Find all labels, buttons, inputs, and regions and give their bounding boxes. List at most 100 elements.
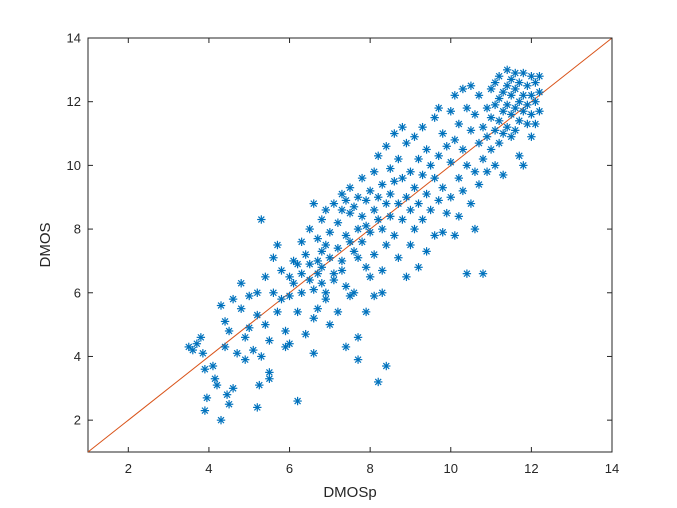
data-point — [313, 269, 322, 278]
data-point — [309, 285, 318, 294]
data-point — [265, 374, 274, 383]
data-point — [390, 231, 399, 240]
data-point — [224, 326, 234, 336]
data-point — [361, 263, 371, 272]
data-point — [257, 215, 266, 224]
data-point — [345, 237, 355, 247]
data-point — [527, 72, 536, 81]
x-tick-label: 6 — [286, 461, 293, 476]
data-point — [200, 406, 210, 415]
data-point — [478, 154, 488, 164]
data-point — [369, 250, 379, 259]
data-point — [321, 294, 331, 304]
data-points — [184, 65, 544, 425]
data-point — [535, 107, 544, 116]
x-tick-label: 14 — [605, 461, 619, 476]
data-point — [261, 320, 270, 329]
data-point — [228, 294, 238, 304]
data-point — [446, 158, 455, 167]
data-point — [503, 122, 512, 132]
data-point — [462, 269, 472, 278]
data-point — [365, 186, 375, 196]
data-point — [503, 81, 512, 90]
data-point — [418, 215, 427, 224]
data-point — [369, 291, 379, 301]
data-point — [531, 119, 540, 129]
data-point — [325, 320, 335, 329]
data-point — [507, 110, 516, 119]
data-point — [321, 205, 331, 215]
data-point — [357, 173, 367, 183]
x-tick-label: 4 — [205, 461, 212, 476]
data-point — [494, 116, 504, 125]
data-point — [361, 307, 371, 317]
data-point — [293, 307, 302, 317]
data-point — [349, 247, 359, 256]
data-point — [527, 132, 536, 141]
data-point — [394, 154, 403, 164]
data-point — [523, 100, 532, 110]
data-point — [523, 81, 532, 90]
data-point — [349, 288, 359, 297]
data-point — [333, 218, 343, 227]
data-point — [386, 189, 395, 199]
data-point — [196, 333, 206, 342]
data-point — [361, 221, 371, 231]
data-point — [369, 205, 379, 215]
data-point — [325, 228, 335, 237]
data-point — [313, 256, 322, 266]
data-point — [374, 215, 383, 224]
data-point — [486, 84, 496, 94]
data-point — [535, 87, 544, 97]
data-point — [402, 193, 411, 202]
data-point — [297, 237, 306, 247]
data-point — [519, 91, 528, 100]
data-point — [273, 307, 282, 317]
data-point — [365, 228, 375, 237]
data-point — [527, 110, 536, 119]
data-point — [486, 145, 496, 154]
data-point — [208, 361, 218, 371]
data-point — [466, 81, 476, 90]
data-point — [418, 170, 427, 180]
data-point — [494, 138, 504, 148]
data-point — [394, 253, 403, 262]
data-point — [285, 272, 294, 282]
data-point — [269, 288, 278, 297]
data-point — [462, 103, 472, 113]
data-point — [398, 215, 407, 224]
data-point — [378, 288, 387, 297]
data-point — [390, 129, 399, 138]
y-tick-label: 4 — [74, 349, 81, 364]
data-point — [305, 259, 314, 269]
data-point — [490, 161, 500, 170]
x-axis-ticks: 2 4 6 8 10 12 14 — [125, 38, 619, 476]
data-point — [232, 349, 242, 358]
data-point — [482, 132, 492, 141]
data-point — [442, 208, 451, 218]
data-point — [345, 208, 355, 218]
data-point — [353, 253, 363, 262]
data-point — [478, 269, 488, 278]
data-point — [382, 199, 391, 208]
y-axis-ticks: 2 4 6 8 10 12 14 — [67, 31, 612, 428]
data-point — [527, 91, 536, 100]
data-point — [224, 400, 234, 409]
data-point — [257, 352, 266, 361]
data-point — [535, 72, 544, 81]
data-point — [466, 199, 476, 208]
data-point — [430, 113, 439, 122]
data-point — [212, 380, 222, 390]
data-point — [200, 365, 210, 374]
data-point — [255, 380, 264, 390]
y-tick-label: 12 — [67, 94, 81, 109]
data-point — [390, 177, 399, 186]
data-point — [357, 237, 367, 247]
data-point — [374, 193, 383, 202]
data-point — [515, 116, 524, 125]
data-point — [450, 91, 459, 100]
data-point — [494, 94, 504, 103]
data-point — [309, 314, 318, 323]
data-point — [245, 291, 254, 301]
data-point — [414, 154, 423, 164]
